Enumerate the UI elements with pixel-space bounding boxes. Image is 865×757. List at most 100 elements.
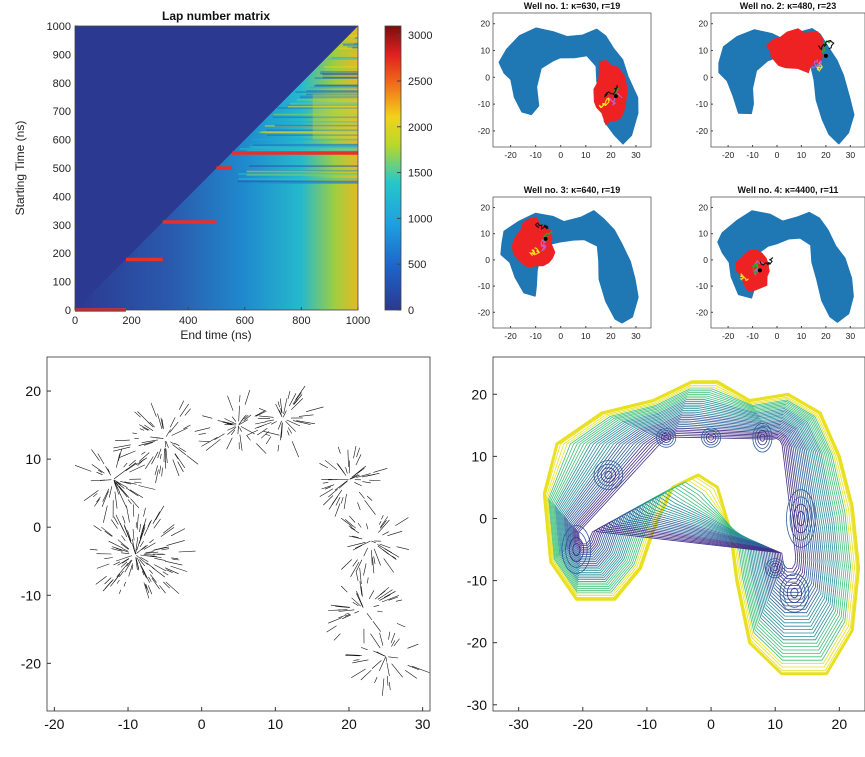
x-tick-label: 1000 [346,315,370,327]
well-trajectory [759,257,774,267]
x-tick-label: -10 [529,331,542,341]
well-title: Well no. 2: κ=480, r=23 [740,1,836,11]
x-tick-label: -20 [44,716,64,732]
quiver-arrow [338,615,346,619]
quiver-arrow [129,489,144,498]
quiver-arrow [357,522,362,528]
quiver-arrow [104,577,112,585]
quiver-arrow [155,469,159,484]
quiver-arrow [138,527,146,544]
quiver-arrow [336,463,347,476]
quiver-arrow [83,490,99,502]
quiver-arrow [150,574,157,583]
x-tick-label: 20 [341,716,357,732]
y-tick-label: 500 [53,163,71,175]
contour-line [552,395,843,647]
quiver-arrow [137,411,151,425]
heatmap-stripe [338,47,358,50]
quiver-arrow [319,488,334,497]
quiver-arrow [380,520,387,529]
quiver-arrow [166,569,173,573]
quiver-arrow [96,563,110,569]
contour-line [559,406,831,627]
quiver-arrow [239,427,242,432]
well-title: Well no. 3: κ=640, r=19 [524,185,620,195]
quiver-arrow [135,556,140,571]
quiver-arrow [322,482,329,484]
quiver-arrow [143,507,146,517]
contour-line [564,415,821,610]
quiver-arrow [165,440,169,448]
quiver-arrow [333,633,341,641]
contour-line [563,413,823,614]
quiver-arrow [139,424,150,431]
quiver-arrow [360,669,372,681]
quiver-arrow [139,452,150,462]
well-trajectory [528,247,541,257]
heatmap-stripe [299,96,358,99]
x-tick-label: 30 [415,716,431,732]
well-trajectory [540,238,547,252]
quiver-arrow [349,474,360,480]
lap-matrix-x-ticks: 0 200 400 600 800 1000 [72,307,370,327]
quiver-arrow [129,464,146,473]
contour-line [754,426,771,449]
quiver-arrow [255,421,266,425]
x-tick-label: 30 [631,150,641,160]
well-trajectory [751,262,759,274]
quiver-arrow [170,528,186,537]
quiver-arrow [395,517,409,526]
quiver-arrow [239,434,243,451]
quiver-arrow [361,473,380,478]
quiver-arrow [356,559,363,572]
well-trajectory [739,273,749,282]
quiver-arrow [138,485,156,490]
quiver-arrow [128,563,133,577]
quiver-arrow [366,495,373,501]
quiver-arrow [352,535,359,538]
quiver-arrow [120,543,129,550]
contour-line [790,587,799,599]
contour-line [542,380,861,676]
contour-line [593,460,624,490]
quiver-arrow [347,542,366,548]
heatmap-stripe [355,37,358,39]
quiver-arrow [287,391,291,400]
quiver-arrow [174,442,180,446]
heatmap-stripe [309,86,358,89]
quiver-arrow [145,584,147,589]
quiver-arrow [344,612,350,615]
quiver-arrow [340,585,348,593]
quiver-arrow [155,505,165,521]
quiver-arrow [177,461,184,472]
contour-panel: -30 -20 -10 0 10 20 -30 -20 -10 0 10 20 [467,356,865,732]
quiver-arrow [104,557,113,559]
quiver-arrow [134,411,141,418]
well-trajectory [818,39,835,51]
contour-line [550,392,847,654]
lap-number-matrix-panel: Lap number matrix 0 200 400 600 800 1000 0100… [13,9,432,342]
y-tick-label: 200 [53,248,71,260]
x-tick-label: 20 [606,331,616,341]
contour-line [568,537,585,562]
y-tick-label: -20 [696,307,709,317]
quiver-arrow [395,599,403,602]
quiver-arrow [198,440,211,443]
contour-line [549,390,849,658]
quiver-arrow [145,583,150,594]
quiver-x-ticks: -20 -10 0 10 20 30 [44,707,431,732]
quiver-arrow [382,678,385,696]
quiver-arrow [351,465,367,478]
quiver-arrow [334,503,341,517]
quiver-arrow [96,496,101,503]
quiver-arrow [153,518,161,529]
quiver-arrow [178,400,185,411]
contour-line [772,565,778,571]
quiver-arrow [132,528,135,541]
well-region [511,216,556,268]
y-tick-label: 10 [699,46,709,56]
quiver-arrow [137,458,145,466]
quiver-arrow [172,558,180,561]
quiver-arrow [319,463,329,469]
